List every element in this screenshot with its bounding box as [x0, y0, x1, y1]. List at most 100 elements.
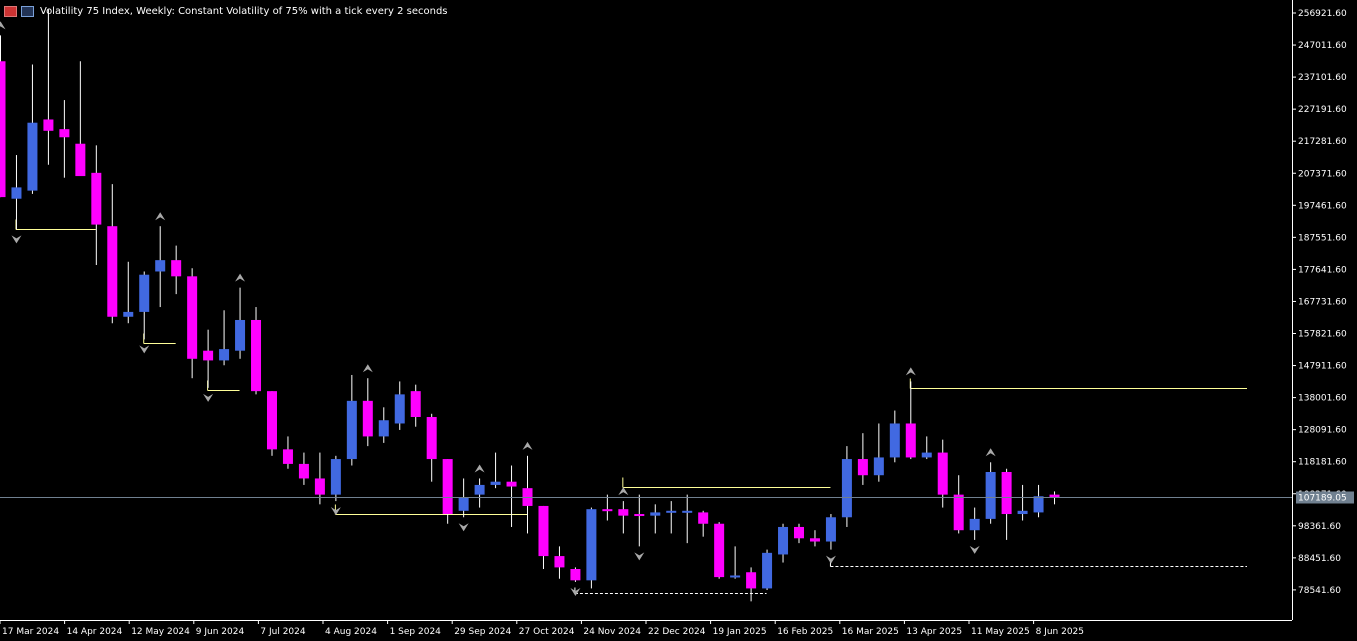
fractal-up-arrow — [905, 367, 916, 376]
levels-layer — [15, 219, 1247, 594]
candle-body — [666, 510, 677, 513]
candle-body — [682, 510, 693, 513]
date-tick-label: 16 Feb 2025 — [777, 627, 833, 637]
candle-body — [266, 391, 277, 450]
candle-body — [650, 512, 661, 516]
fractal-down-arrow — [139, 345, 150, 354]
candle-body — [235, 319, 246, 351]
indicator-menu-icon[interactable] — [21, 5, 34, 17]
date-tick-label: 9 Jun 2024 — [196, 627, 245, 637]
candle-body — [43, 119, 54, 131]
price-tick-label: 118181.60 — [1298, 458, 1347, 468]
candle-body — [937, 452, 948, 495]
candle-body — [809, 538, 820, 542]
date-tick-label: 11 May 2025 — [971, 627, 1030, 637]
chart-header: Volatility 75 Index, Weekly: Constant Vo… — [4, 4, 448, 18]
candle-body — [969, 518, 980, 531]
fractal-down-arrow — [458, 523, 469, 532]
date-tick-label: 16 Mar 2025 — [842, 627, 899, 637]
candle-body — [953, 494, 964, 531]
price-tick-label: 147911.60 — [1298, 362, 1347, 372]
price-tick-label: 78541.60 — [1298, 586, 1341, 596]
candle-body — [282, 449, 293, 464]
candle-body — [538, 505, 549, 557]
candle-body — [314, 478, 325, 495]
fractal-up-arrow — [362, 364, 373, 373]
candle-body — [570, 569, 581, 581]
price-tick-label: 157821.60 — [1298, 330, 1347, 340]
date-tick-label: 8 Jun 2025 — [1036, 627, 1084, 637]
fractal-up-arrow — [474, 464, 485, 473]
candle-body — [873, 457, 884, 476]
candle-body — [107, 226, 118, 317]
date-tick-label: 14 Apr 2024 — [67, 627, 123, 637]
candles-layer — [0, 9, 1060, 602]
date-tick-label: 13 Apr 2025 — [906, 627, 962, 637]
date-tick-label: 7 Jul 2024 — [260, 627, 305, 637]
candle-body — [458, 497, 469, 511]
date-tick-label: 12 May 2024 — [131, 627, 190, 637]
fractal-down-arrow — [634, 552, 645, 561]
candle-body — [139, 274, 150, 312]
candle-body — [778, 526, 789, 555]
candle-body — [27, 122, 38, 191]
date-tick-label: 1 Sep 2024 — [390, 627, 442, 637]
chart-title: Volatility 75 Index, Weekly: Constant Vo… — [40, 5, 448, 17]
candle-body — [841, 459, 852, 518]
candle-body — [762, 552, 773, 589]
candle-body — [506, 481, 517, 487]
price-tick-label: 88451.60 — [1298, 554, 1341, 564]
current-price-label: 107189.05 — [1298, 494, 1347, 504]
chart-menu-icon[interactable] — [4, 5, 17, 17]
candle-body — [490, 481, 501, 485]
price-tick-label: 237101.60 — [1298, 73, 1347, 83]
candle-body — [330, 459, 341, 495]
price-tick-label: 197461.60 — [1298, 201, 1347, 211]
candle-body — [155, 260, 166, 272]
price-tick-label: 187551.60 — [1298, 233, 1347, 243]
candle-body — [698, 512, 709, 524]
fractal-up-arrow — [0, 21, 6, 30]
fractal-up-arrow — [522, 441, 533, 450]
price-tick-label: 138001.60 — [1298, 394, 1347, 404]
candle-body — [251, 319, 262, 392]
fractal-down-arrow — [330, 507, 341, 516]
price-tick-label: 128091.60 — [1298, 426, 1347, 436]
candle-body — [618, 509, 629, 516]
price-tick-label: 167731.60 — [1298, 297, 1347, 307]
fractal-up-arrow — [618, 487, 629, 496]
candle-body — [378, 420, 389, 437]
fractal-down-arrow — [825, 555, 836, 564]
price-tick-label: 256921.60 — [1298, 9, 1347, 19]
candle-body — [298, 463, 309, 479]
candle-body — [889, 423, 900, 458]
date-tick-label: 19 Jan 2025 — [713, 627, 767, 637]
candle-body — [905, 423, 916, 458]
candle-body — [11, 187, 22, 199]
candle-body — [794, 526, 804, 539]
fractal-down-arrow — [969, 545, 980, 554]
candle-body — [586, 509, 597, 581]
date-tick-label: 4 Aug 2024 — [325, 627, 377, 637]
fractal-up-arrow — [155, 212, 166, 221]
candle-body — [730, 575, 741, 578]
candle-body — [634, 514, 645, 517]
date-tick-label: 24 Nov 2024 — [583, 627, 641, 637]
price-tick-label: 177641.60 — [1298, 265, 1347, 275]
candle-body — [362, 400, 373, 437]
candle-body — [394, 394, 405, 424]
candle-body — [171, 260, 182, 277]
candle-body — [474, 484, 485, 495]
current-price-label-bg — [1296, 491, 1354, 504]
date-tick-label: 17 Mar 2024 — [2, 627, 59, 637]
fractal-down-arrow — [570, 587, 581, 596]
candle-body — [1001, 471, 1012, 515]
candle-body — [410, 391, 421, 418]
candle-body — [985, 471, 996, 519]
fractal-down-arrow — [203, 393, 214, 402]
candle-body — [0, 61, 6, 198]
candle-body — [219, 349, 230, 361]
date-tick-label: 29 Sep 2024 — [454, 627, 511, 637]
